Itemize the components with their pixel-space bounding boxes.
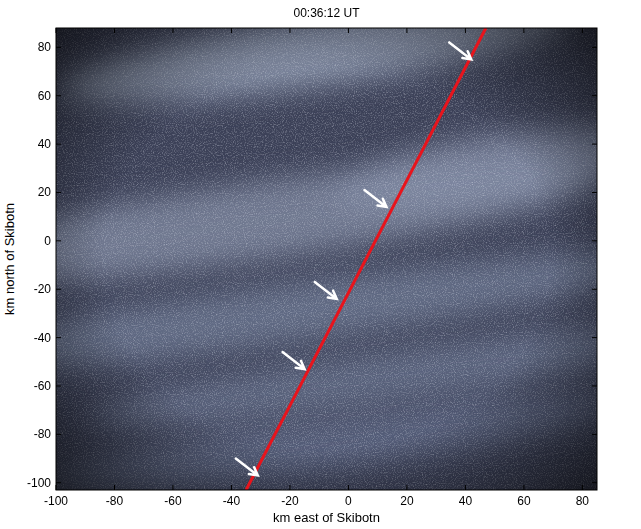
y-tick [592, 337, 597, 338]
image-vignette [56, 28, 597, 490]
y-tick-label: 40 [38, 137, 52, 151]
y-tick [592, 192, 597, 193]
y-tick-label: -40 [34, 331, 52, 345]
x-tick [56, 28, 57, 33]
y-tick-label: 80 [38, 40, 52, 54]
y-tick-label: 0 [44, 234, 51, 248]
y-tick-label: 60 [38, 89, 52, 103]
x-tick [582, 485, 583, 490]
y-tick [56, 385, 61, 386]
y-tick [56, 144, 61, 145]
x-tick-label: 0 [345, 494, 352, 508]
arrow [283, 352, 305, 369]
y-tick [592, 385, 597, 386]
y-tick-label: -80 [34, 427, 52, 441]
x-tick [582, 28, 583, 33]
x-tick [465, 485, 466, 490]
arrow [364, 190, 386, 207]
x-tick-label: 80 [576, 494, 590, 508]
y-tick [592, 47, 597, 48]
line [246, 28, 486, 490]
y-tick [592, 144, 597, 145]
title: 00:36:12 UT [293, 6, 360, 20]
y-tick [592, 289, 597, 290]
y-axis-title: km north of Skibotn [2, 203, 17, 315]
y-tick [56, 337, 61, 338]
x-tick-label: 40 [459, 494, 473, 508]
y-tick [56, 434, 61, 435]
x-tick-label: -80 [106, 494, 124, 508]
x-tick [523, 28, 524, 33]
x-tick-label: 20 [400, 494, 414, 508]
y-tick [56, 47, 61, 48]
x-tick [406, 28, 407, 33]
x-tick-label: -40 [223, 494, 241, 508]
arrow [449, 42, 471, 59]
y-tick-label: -60 [34, 379, 52, 393]
x-axis-title: km east of Skibotn [273, 510, 380, 525]
x-tick [114, 485, 115, 490]
y-tick [56, 95, 61, 96]
x-tick [348, 485, 349, 490]
x-tick [523, 485, 524, 490]
x-tick [172, 485, 173, 490]
y-tick [56, 482, 61, 483]
x-tick [231, 28, 232, 33]
y-tick [56, 192, 61, 193]
frame [56, 28, 597, 490]
x-tick [231, 485, 232, 490]
arrow [315, 282, 337, 299]
x-tick-label: -60 [164, 494, 182, 508]
x-tick [289, 485, 290, 490]
image-ground [56, 28, 597, 490]
x-tick-label: -100 [44, 494, 68, 508]
x-tick [348, 28, 349, 33]
y-tick-label: 20 [38, 185, 52, 199]
x-tick-label: 60 [517, 494, 531, 508]
image [56, 28, 597, 490]
x-tick [406, 485, 407, 490]
x-tick [172, 28, 173, 33]
image-noise [56, 28, 597, 490]
x-tick [289, 28, 290, 33]
x-tick [56, 485, 57, 490]
x-tick-label: -20 [281, 494, 299, 508]
y-tick [56, 240, 61, 241]
aurora-bands [56, 28, 597, 490]
arrow [236, 458, 258, 475]
x-tick [114, 28, 115, 33]
y-tick [592, 95, 597, 96]
figure: -100 -80 -60 -40 -20 0 20 40 60 80 -100 -80 -60 -40 -2… [0, 0, 641, 529]
y-tick [56, 289, 61, 290]
y-tick [592, 482, 597, 483]
y-tick-label: -100 [27, 476, 51, 490]
y-tick-label: -20 [34, 282, 52, 296]
x-tick [465, 28, 466, 33]
y-tick [592, 434, 597, 435]
y-tick [592, 240, 597, 241]
